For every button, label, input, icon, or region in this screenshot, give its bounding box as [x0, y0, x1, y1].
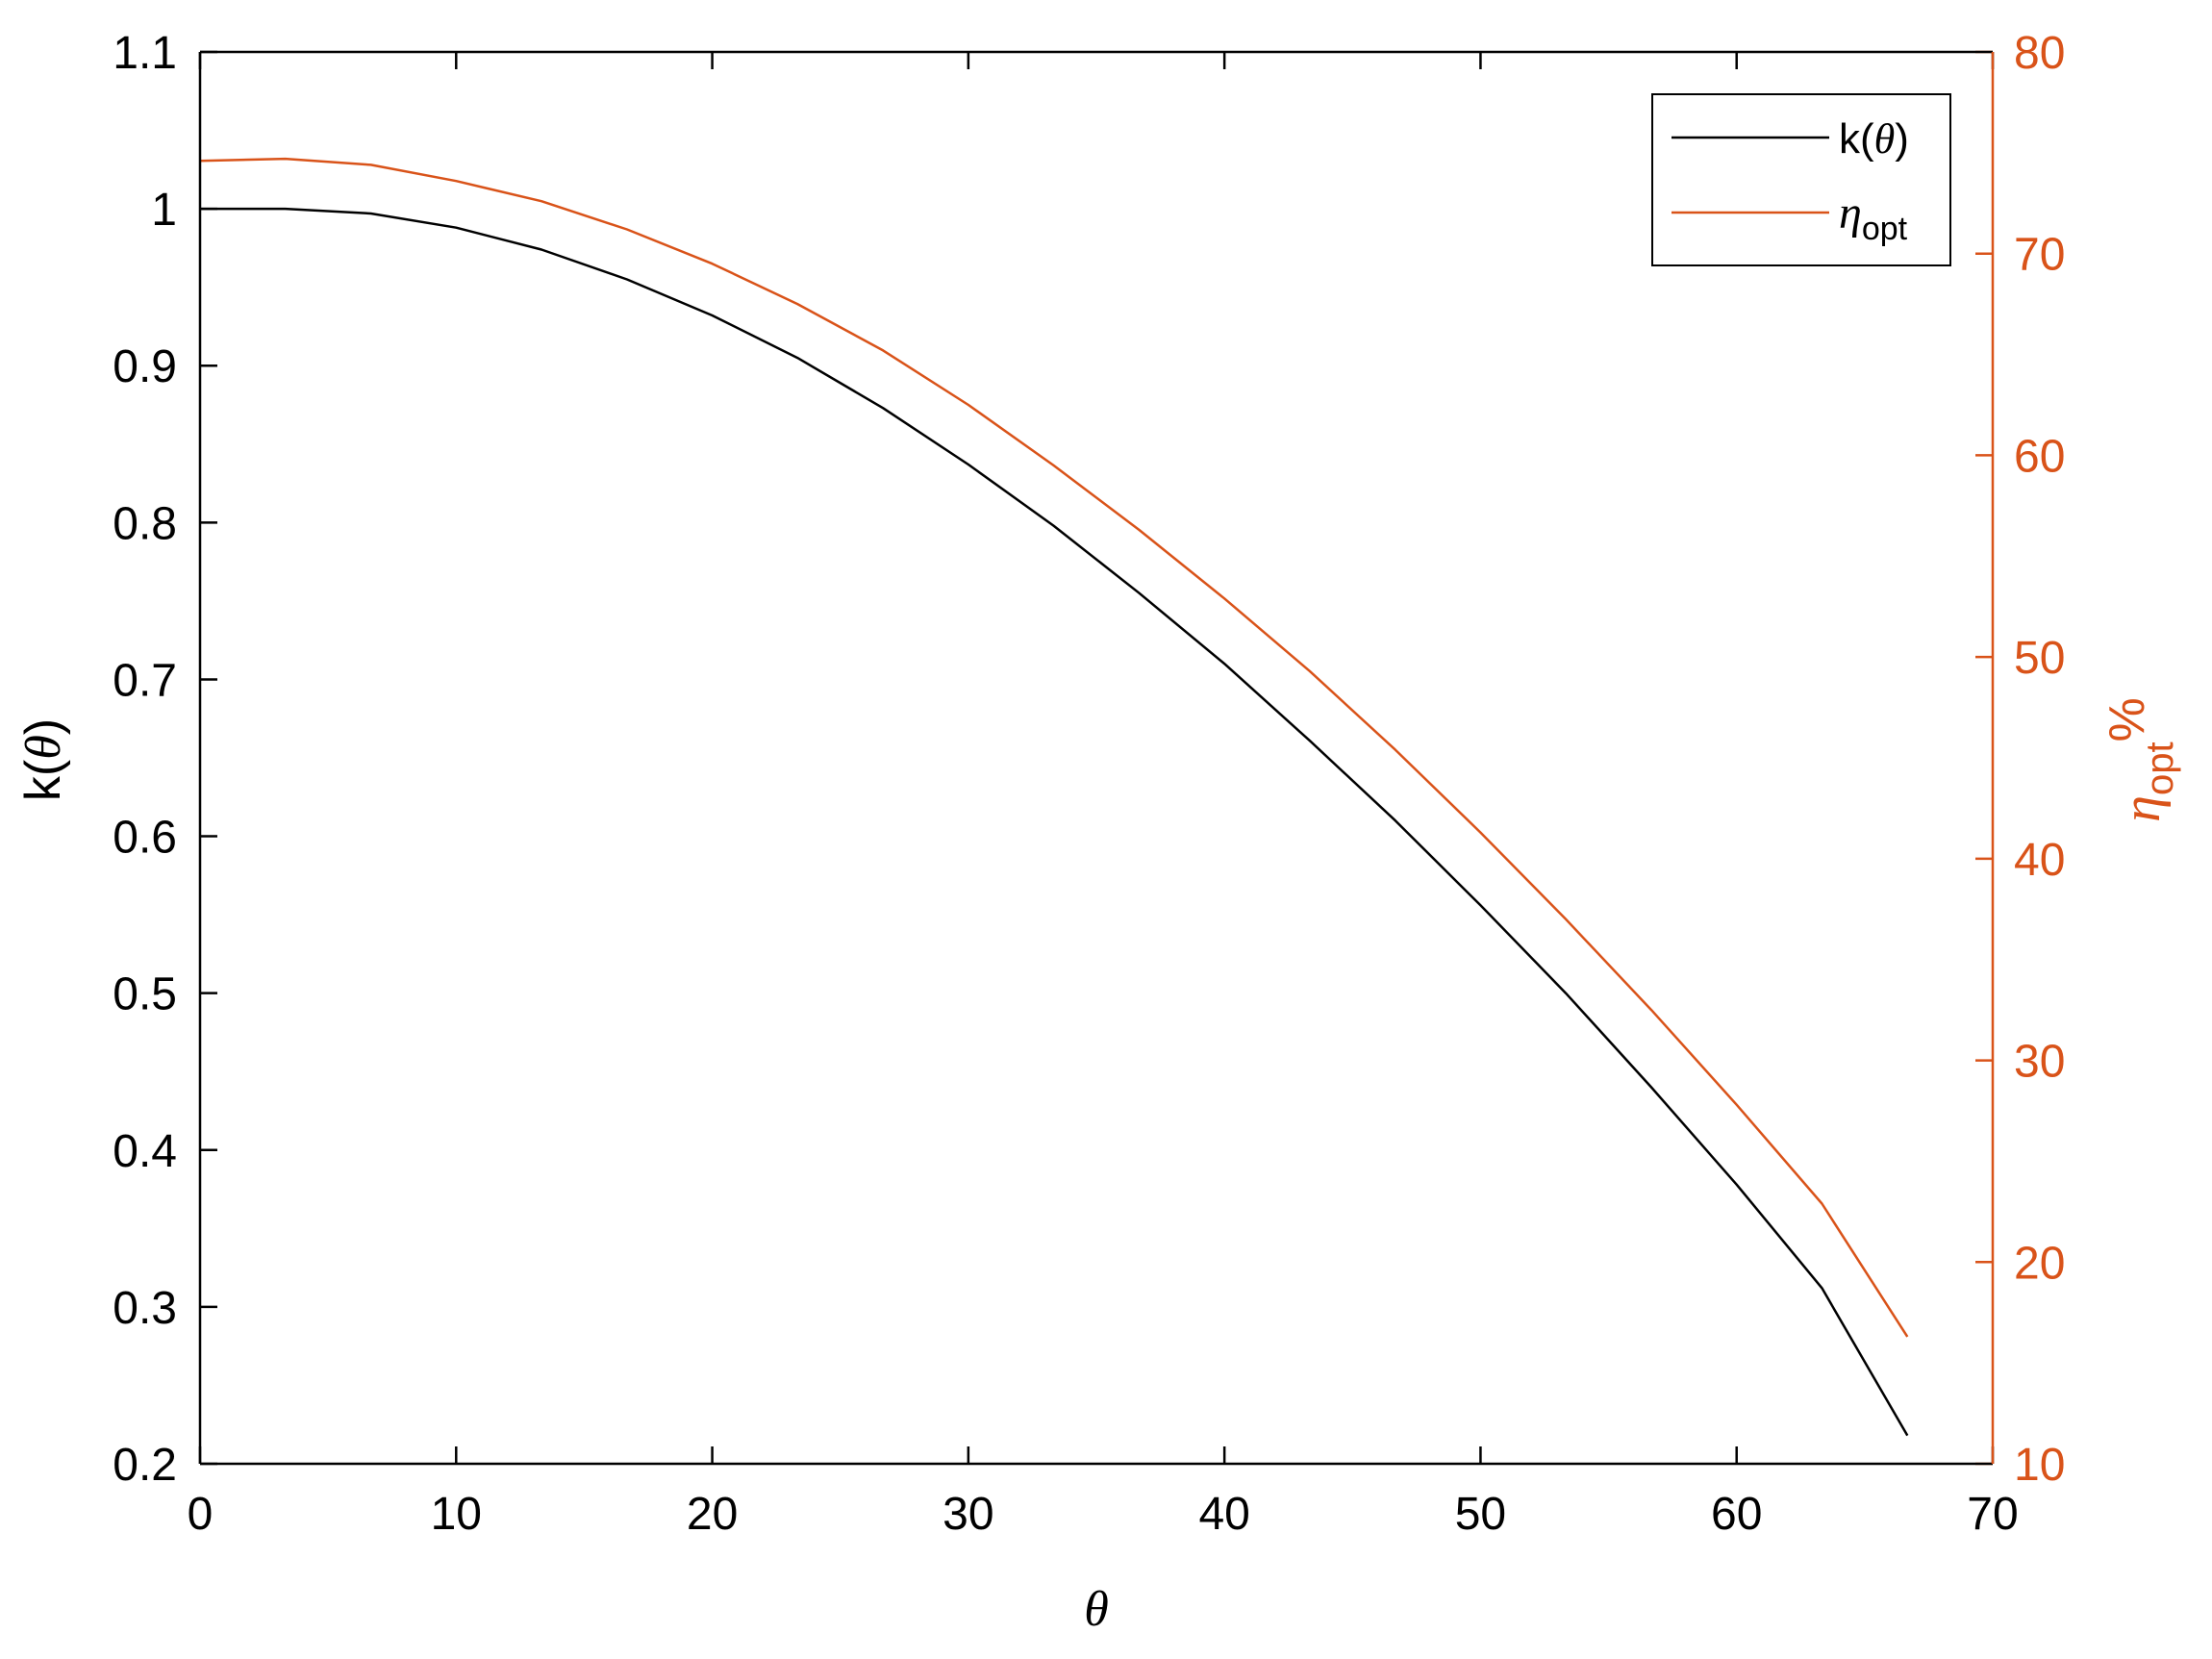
series-line-k: [200, 207, 1909, 1437]
right-y-tick-label: 20: [2014, 1238, 2065, 1289]
series-layer: [199, 157, 1909, 1437]
x-tick-label: 20: [687, 1489, 738, 1540]
right-y-tick-label: 80: [2014, 28, 2065, 79]
left-y-tick-label: 0.9: [113, 341, 177, 392]
legend: k(θ) ηopt: [1651, 93, 1951, 266]
left-y-tick-label: 0.8: [113, 498, 177, 549]
x-axis-label: θ: [1084, 1582, 1109, 1637]
left-y-tick-label: 0.3: [113, 1283, 177, 1334]
right-y-axis-ticks: 10 20 30 40 50 60 70 80: [1975, 28, 2065, 1491]
right-y-tick-label: 40: [2014, 835, 2065, 886]
right-y-tick-label: 70: [2014, 230, 2065, 281]
x-tick-label: 50: [1455, 1489, 1506, 1540]
right-y-tick-label: 10: [2014, 1440, 2065, 1491]
left-y-tick-label: 0.7: [113, 655, 177, 706]
x-tick-label: 70: [1967, 1489, 2018, 1540]
left-y-tick-label: 1.1: [113, 28, 177, 79]
left-y-tick-label: 0.4: [113, 1126, 177, 1177]
left-y-axis-ticks: 0.2 0.3 0.4 0.5 0.6 0.7 0.8 0.9 1 1.1: [113, 28, 217, 1491]
x-axis-ticks: 0 10 20 30 40 50 60 70: [188, 52, 2019, 1540]
series-line-eta: [199, 157, 1909, 1338]
x-tick-label: 10: [431, 1489, 482, 1540]
left-y-tick-label: 0.2: [113, 1440, 177, 1491]
right-y-axis-label: ηopt%: [2099, 697, 2181, 822]
left-y-tick-label: 0.5: [113, 969, 177, 1020]
legend-box: [1651, 93, 1951, 266]
legend-label-k: k(θ): [1839, 115, 1909, 163]
left-y-axis-label: k(θ): [15, 718, 71, 801]
left-y-tick-label: 1: [151, 185, 177, 236]
left-y-tick-label: 0.6: [113, 813, 177, 864]
x-tick-label: 40: [1198, 1489, 1249, 1540]
right-y-tick-label: 60: [2014, 431, 2065, 482]
plot-area: [200, 52, 1993, 1464]
x-tick-label: 30: [943, 1489, 993, 1540]
right-y-tick-label: 30: [2014, 1037, 2065, 1088]
x-tick-label: 0: [188, 1489, 214, 1540]
legend-label-eta: ηopt: [1839, 188, 1908, 247]
right-y-tick-label: 50: [2014, 633, 2065, 684]
x-tick-label: 60: [1711, 1489, 1762, 1540]
